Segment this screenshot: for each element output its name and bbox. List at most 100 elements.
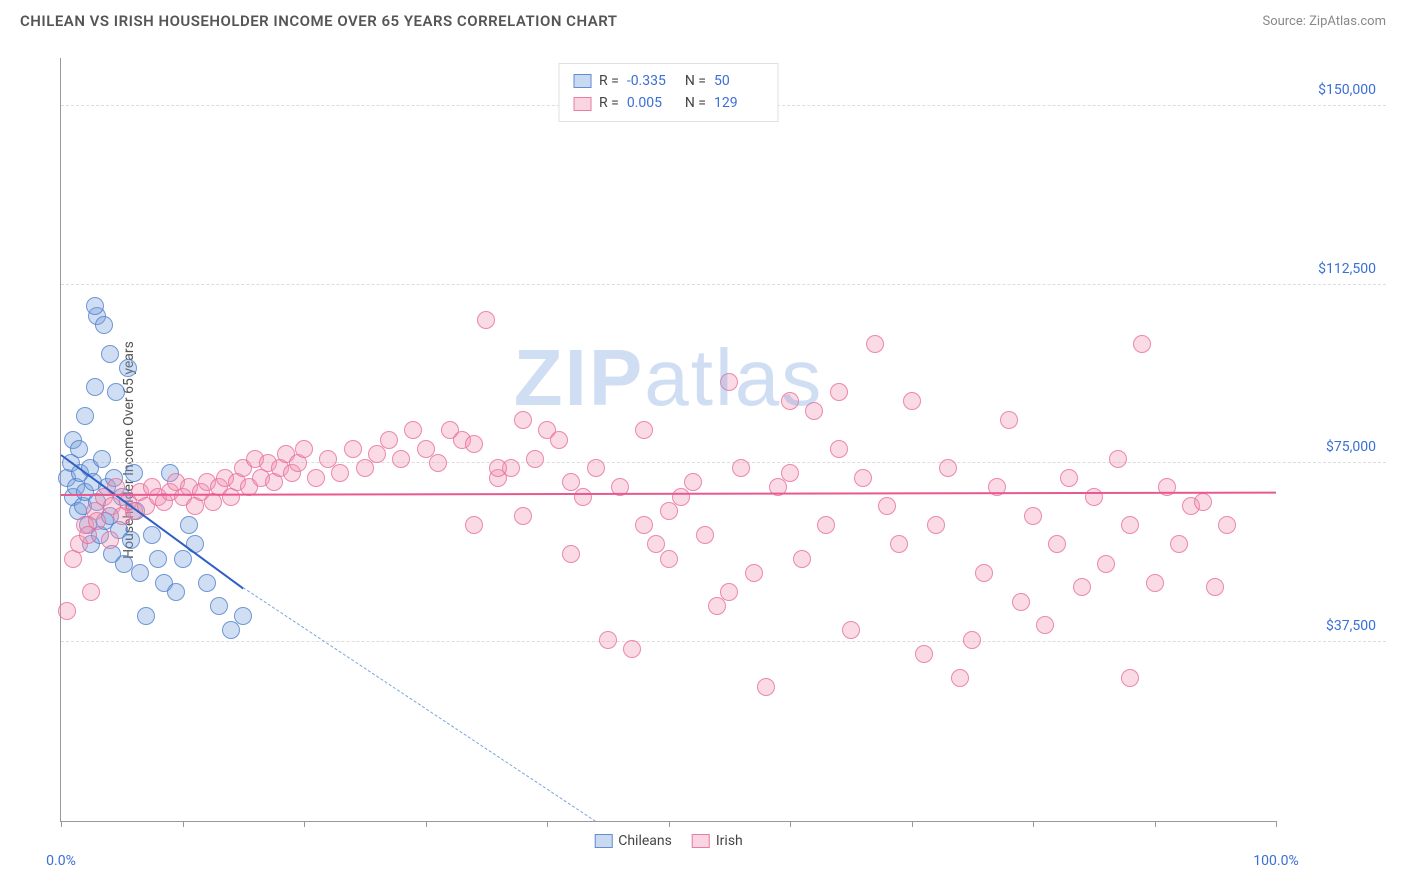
data-point-a: [222, 621, 240, 639]
data-point-b: [429, 454, 447, 472]
data-point-b: [514, 411, 532, 429]
n-value-b: 129: [714, 92, 764, 114]
data-point-a: [174, 550, 192, 568]
data-point-b: [562, 545, 580, 563]
data-point-b: [1024, 507, 1042, 525]
data-point-a: [119, 359, 137, 377]
data-point-a: [149, 550, 167, 568]
data-point-b: [720, 373, 738, 391]
data-point-b: [1097, 555, 1115, 573]
data-point-b: [404, 421, 422, 439]
grid-line: [61, 641, 1386, 642]
r-value-a: -0.335: [627, 70, 677, 92]
data-point-b: [101, 531, 119, 549]
legend-label-a: Chileans: [618, 833, 672, 849]
data-point-b: [489, 459, 507, 477]
data-point-b: [380, 431, 398, 449]
data-point-b: [1073, 578, 1091, 596]
data-point-a: [210, 597, 228, 615]
data-point-b: [1060, 469, 1078, 487]
data-point-b: [842, 621, 860, 639]
data-point-b: [660, 550, 678, 568]
x-tick: [669, 821, 670, 827]
x-tick: [1033, 821, 1034, 827]
y-tick-label: $112,500: [1318, 261, 1376, 277]
x-tick-label: 100.0%: [1253, 853, 1298, 869]
legend-row-b: R = 0.005 N = 129: [573, 92, 764, 114]
data-point-a: [76, 407, 94, 425]
data-point-b: [890, 535, 908, 553]
data-point-b: [295, 440, 313, 458]
data-point-b: [696, 526, 714, 544]
x-tick: [790, 821, 791, 827]
data-point-a: [86, 297, 104, 315]
data-point-a: [122, 531, 140, 549]
data-point-b: [88, 512, 106, 530]
data-point-b: [1170, 535, 1188, 553]
data-point-b: [574, 488, 592, 506]
grid-line: [61, 284, 1386, 285]
n-label: N =: [685, 70, 706, 92]
data-point-b: [356, 459, 374, 477]
data-point-a: [86, 378, 104, 396]
series-legend: Chileans Irish: [594, 833, 743, 849]
plot-area: ZIPatlas R = -0.335 N = 50 R = 0.005 N =…: [60, 58, 1276, 822]
data-point-b: [1085, 488, 1103, 506]
legend-item-b: Irish: [692, 833, 743, 849]
x-tick-label: 0.0%: [46, 853, 76, 869]
data-point-a: [198, 574, 216, 592]
data-point-b: [684, 473, 702, 491]
y-tick-label: $75,000: [1326, 439, 1376, 455]
watermark: ZIPatlas: [514, 332, 823, 424]
data-point-b: [757, 678, 775, 696]
data-point-b: [939, 459, 957, 477]
chart-title: CHILEAN VS IRISH HOUSEHOLDER INCOME OVER…: [20, 12, 618, 30]
data-point-b: [1121, 669, 1139, 687]
data-point-b: [732, 459, 750, 477]
data-point-b: [660, 502, 678, 520]
data-point-b: [1109, 450, 1127, 468]
data-point-a: [125, 464, 143, 482]
data-point-b: [672, 488, 690, 506]
data-point-b: [368, 445, 386, 463]
data-point-b: [854, 469, 872, 487]
data-point-b: [1012, 593, 1030, 611]
n-value-a: 50: [714, 70, 764, 92]
data-point-b: [1000, 411, 1018, 429]
data-point-b: [1121, 516, 1139, 534]
x-tick: [183, 821, 184, 827]
data-point-a: [107, 383, 125, 401]
swatch-b-icon: [573, 97, 591, 111]
data-point-b: [915, 645, 933, 663]
data-point-b: [58, 602, 76, 620]
x-tick: [426, 821, 427, 827]
data-point-a: [180, 516, 198, 534]
data-point-b: [477, 311, 495, 329]
data-point-a: [131, 564, 149, 582]
x-tick: [61, 821, 62, 827]
y-tick-label: $37,500: [1326, 618, 1376, 634]
data-point-b: [623, 640, 641, 658]
data-point-b: [745, 564, 763, 582]
data-point-b: [781, 392, 799, 410]
data-point-a: [95, 316, 113, 334]
data-point-b: [830, 440, 848, 458]
data-point-b: [465, 435, 483, 453]
data-point-b: [1146, 574, 1164, 592]
trend-extrapolation: [243, 587, 596, 821]
legend-item-a: Chileans: [594, 833, 672, 849]
data-point-a: [70, 440, 88, 458]
data-point-b: [307, 469, 325, 487]
data-point-b: [392, 450, 410, 468]
data-point-b: [550, 431, 568, 449]
legend-label-b: Irish: [716, 833, 743, 849]
data-point-b: [927, 516, 945, 534]
swatch-a-icon: [573, 74, 591, 88]
x-tick: [547, 821, 548, 827]
source-label: Source: ZipAtlas.com: [1262, 14, 1386, 29]
correlation-legend: R = -0.335 N = 50 R = 0.005 N = 129: [558, 63, 779, 122]
data-point-b: [635, 421, 653, 439]
data-point-b: [1218, 516, 1236, 534]
x-tick: [304, 821, 305, 827]
x-tick: [1155, 821, 1156, 827]
